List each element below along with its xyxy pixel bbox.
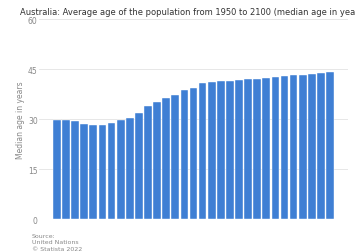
Y-axis label: Median age in years: Median age in years xyxy=(16,81,25,158)
Bar xyxy=(71,121,79,219)
Bar xyxy=(190,88,197,219)
Title: Australia: Average age of the population from 1950 to 2100 (median age in years): Australia: Average age of the population… xyxy=(20,8,355,17)
Bar xyxy=(171,95,179,219)
Bar xyxy=(217,82,225,219)
Bar xyxy=(180,91,188,219)
Bar xyxy=(244,80,252,219)
Bar xyxy=(89,125,97,219)
Bar xyxy=(126,118,133,219)
Bar xyxy=(99,125,106,219)
Bar xyxy=(290,76,297,219)
Bar xyxy=(62,120,70,219)
Bar xyxy=(208,82,215,219)
Bar xyxy=(308,75,316,219)
Bar xyxy=(280,77,288,219)
Bar xyxy=(317,74,325,219)
Bar xyxy=(108,123,115,219)
Bar xyxy=(326,73,334,219)
Bar xyxy=(299,75,307,219)
Bar xyxy=(162,98,170,219)
Bar xyxy=(226,82,234,219)
Bar xyxy=(53,120,61,219)
Bar xyxy=(272,78,279,219)
Bar xyxy=(117,120,125,219)
Bar xyxy=(253,79,261,219)
Bar xyxy=(135,113,143,219)
Bar xyxy=(144,107,152,219)
Bar xyxy=(199,84,207,219)
Bar xyxy=(153,102,161,219)
Bar xyxy=(262,79,270,219)
Bar xyxy=(235,81,243,219)
Bar xyxy=(80,124,88,219)
Text: Source:
United Nations
© Statista 2022: Source: United Nations © Statista 2022 xyxy=(32,233,82,251)
